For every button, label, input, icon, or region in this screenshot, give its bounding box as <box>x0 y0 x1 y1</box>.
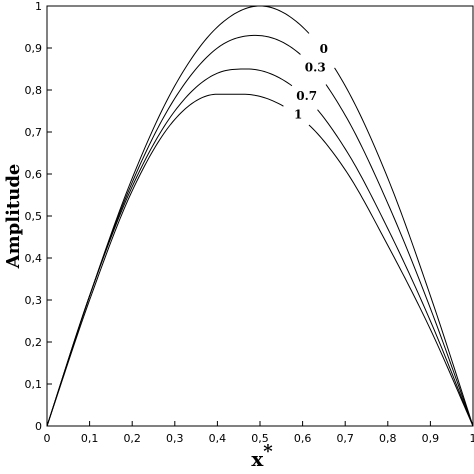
y-tick-label: 0 <box>35 420 42 433</box>
series-label: 0 <box>320 42 328 56</box>
y-tick-label: 0,1 <box>25 378 43 391</box>
y-axis-ticks: 0 0,1 0,2 0,3 0,4 0,5 0,6 0,7 0,8 0,9 1 <box>25 0 52 433</box>
x-axis-title: x* <box>251 441 273 471</box>
x-tick-label: 0 <box>44 432 51 445</box>
series-label: 0.7 <box>296 89 317 103</box>
curve-labels: 0 0.3 0.7 1 <box>294 42 328 121</box>
y-tick-label: 0,2 <box>25 336 43 349</box>
y-axis-title: Amplitude <box>3 164 24 270</box>
y-tick-label: 1 <box>35 0 42 13</box>
series-line <box>46 5 474 427</box>
series-line <box>46 68 474 427</box>
x-axis-title-superscript: * <box>263 441 273 462</box>
y-tick-label: 0,6 <box>25 168 43 181</box>
curves <box>46 5 474 427</box>
y-tick-label: 0,9 <box>25 42 43 55</box>
series-label: 1 <box>294 108 302 122</box>
x-tick-label: 0,8 <box>379 432 397 445</box>
x-tick-label: 0,7 <box>336 432 354 445</box>
y-tick-label: 0,8 <box>25 84 43 97</box>
plot-frame <box>46 5 474 427</box>
y-tick-label: 0,3 <box>25 294 43 307</box>
series-line <box>46 34 474 427</box>
x-axis-ticks: 0 0,1 0,2 0,3 0,4 0,5 0,6 0,7 0,8 0,9 1 <box>44 421 474 445</box>
y-tick-label: 0,5 <box>25 210 43 223</box>
series-line <box>46 93 474 427</box>
x-tick-label: 0,1 <box>81 432 99 445</box>
y-tick-label: 0,7 <box>25 126 43 139</box>
x-tick-label: 0,4 <box>209 432 227 445</box>
x-tick-label: 0,9 <box>422 432 440 445</box>
x-tick-label: 0,2 <box>123 432 141 445</box>
y-tick-label: 0,4 <box>25 252 43 265</box>
x-tick-label: 0,6 <box>294 432 312 445</box>
x-tick-label: 0,3 <box>166 432 184 445</box>
x-tick-label: 1 <box>470 432 474 445</box>
x-axis-title-text: x <box>251 447 264 471</box>
x-tick-label: 0,5 <box>251 432 269 445</box>
series-label: 0.3 <box>305 61 326 75</box>
